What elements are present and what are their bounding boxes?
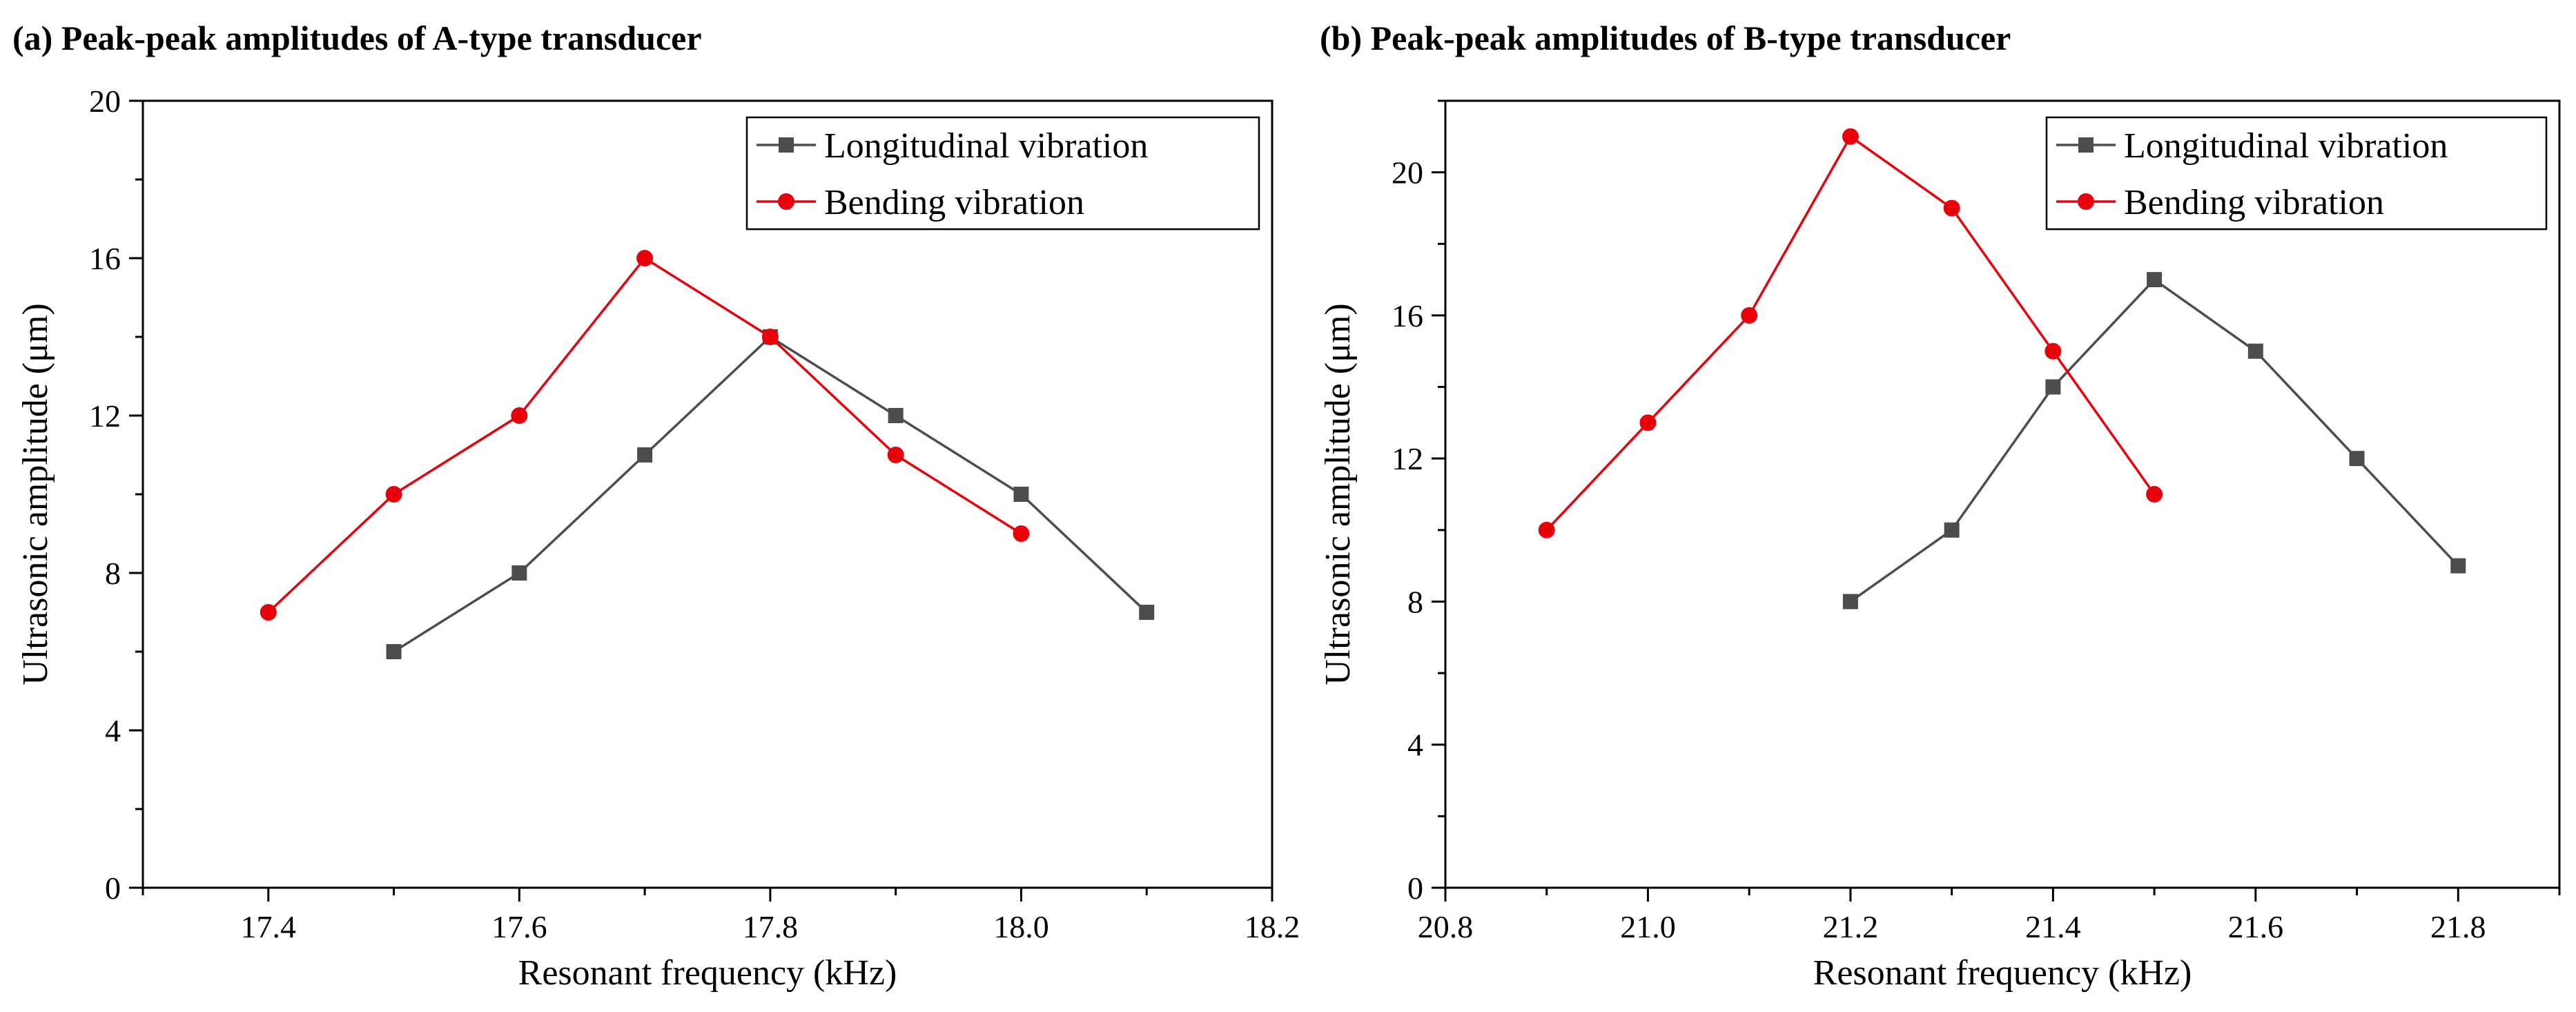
x-tick-label: 21.6 [2228, 909, 2284, 944]
y-tick-label: 4 [105, 713, 121, 748]
series-line [393, 335, 1148, 653]
data-point-square [2147, 272, 2163, 288]
plot-frame [1444, 99, 2561, 889]
panel-a-chart: (a) Peak-peak amplitudes of A-type trans… [12, 19, 1300, 993]
data-point-circle [1741, 306, 1758, 324]
legend-label: Bending vibration [2124, 183, 2384, 222]
data-point-circle [1013, 525, 1030, 542]
y-tick-label: 12 [1392, 441, 1423, 476]
data-point-square [2349, 451, 2365, 467]
data-point-circle [2146, 486, 2163, 503]
y-axis-label: Ultrasonic amplitude (μm) [16, 303, 55, 685]
data-point-circle [1943, 200, 1960, 217]
series-line [1849, 278, 2459, 603]
legend-box [745, 116, 1260, 231]
y-tick-label: 12 [89, 398, 121, 434]
data-point-circle [260, 604, 277, 621]
y-tick-label: 8 [105, 556, 121, 591]
legend: Longitudinal vibration Bending vibration [2045, 116, 2548, 231]
data-point-square [1944, 522, 1960, 538]
panel-a-title: (a) Peak-peak amplitudes of A-type trans… [12, 19, 702, 57]
data-point-circle [887, 447, 904, 463]
x-tick-label: 17.4 [241, 909, 297, 944]
y-axis-label: Ultrasonic amplitude (μm) [1318, 303, 1358, 685]
data-point-square [888, 408, 904, 423]
legend: Longitudinal vibration Bending vibration [745, 116, 1260, 231]
x-tick-label: 18.0 [993, 909, 1049, 944]
y-tick-label: 16 [1392, 298, 1423, 333]
legend-box [2045, 116, 2548, 231]
legend-label: Bending vibration [824, 183, 1084, 222]
y-tick-label: 16 [89, 241, 121, 276]
x-tick-label: 21.8 [2430, 909, 2486, 944]
data-point-square [2450, 558, 2466, 574]
y-tick-label: 0 [105, 870, 121, 906]
data-point-circle [385, 486, 402, 503]
x-tick-label: 17.8 [743, 909, 799, 944]
x-tick-label: 20.8 [1418, 909, 1474, 944]
legend-marker-circle [2078, 193, 2094, 210]
data-point-circle [1842, 128, 1859, 145]
series-line [267, 256, 1022, 614]
x-tick-label: 21.2 [1823, 909, 1879, 944]
data-point-circle [1538, 521, 1555, 538]
y-tick-label: 20 [89, 84, 121, 119]
data-point-square [1842, 594, 1858, 610]
x-axis-label: Resonant frequency (kHz) [518, 953, 897, 993]
data-point-square [2247, 343, 2263, 359]
data-point-circle [761, 329, 779, 345]
legend-marker-square [779, 137, 794, 153]
x-tick-label: 18.2 [1245, 909, 1300, 944]
x-tick-label: 21.4 [2025, 909, 2081, 944]
panel-b-title: (b) Peak-peak amplitudes of B-type trans… [1320, 19, 2011, 57]
data-point-square [1013, 487, 1029, 502]
legend-marker-circle [778, 193, 794, 210]
x-axis-label: Resonant frequency (kHz) [1813, 953, 2192, 993]
data-point-square [386, 644, 402, 659]
x-tick-label: 17.6 [491, 909, 547, 944]
data-point-square [511, 565, 527, 581]
data-point-square [637, 447, 653, 463]
y-tick-label: 20 [1392, 155, 1423, 191]
legend-marker-square [2078, 137, 2094, 153]
data-point-circle [636, 250, 654, 266]
data-point-circle [511, 407, 528, 424]
legend-label: Longitudinal vibration [2124, 126, 2448, 166]
data-point-circle [1639, 414, 1657, 431]
y-tick-label: 4 [1407, 728, 1423, 763]
data-point-square [2045, 379, 2061, 395]
panel-b-chart: (b) Peak-peak amplitudes of B-type trans… [1318, 19, 2561, 993]
data-point-square [1139, 605, 1155, 620]
data-point-circle [2045, 342, 2062, 360]
y-tick-label: 0 [1407, 870, 1423, 906]
x-tick-label: 21.0 [1620, 909, 1676, 944]
legend-label: Longitudinal vibration [824, 126, 1148, 166]
y-tick-label: 8 [1407, 584, 1423, 619]
